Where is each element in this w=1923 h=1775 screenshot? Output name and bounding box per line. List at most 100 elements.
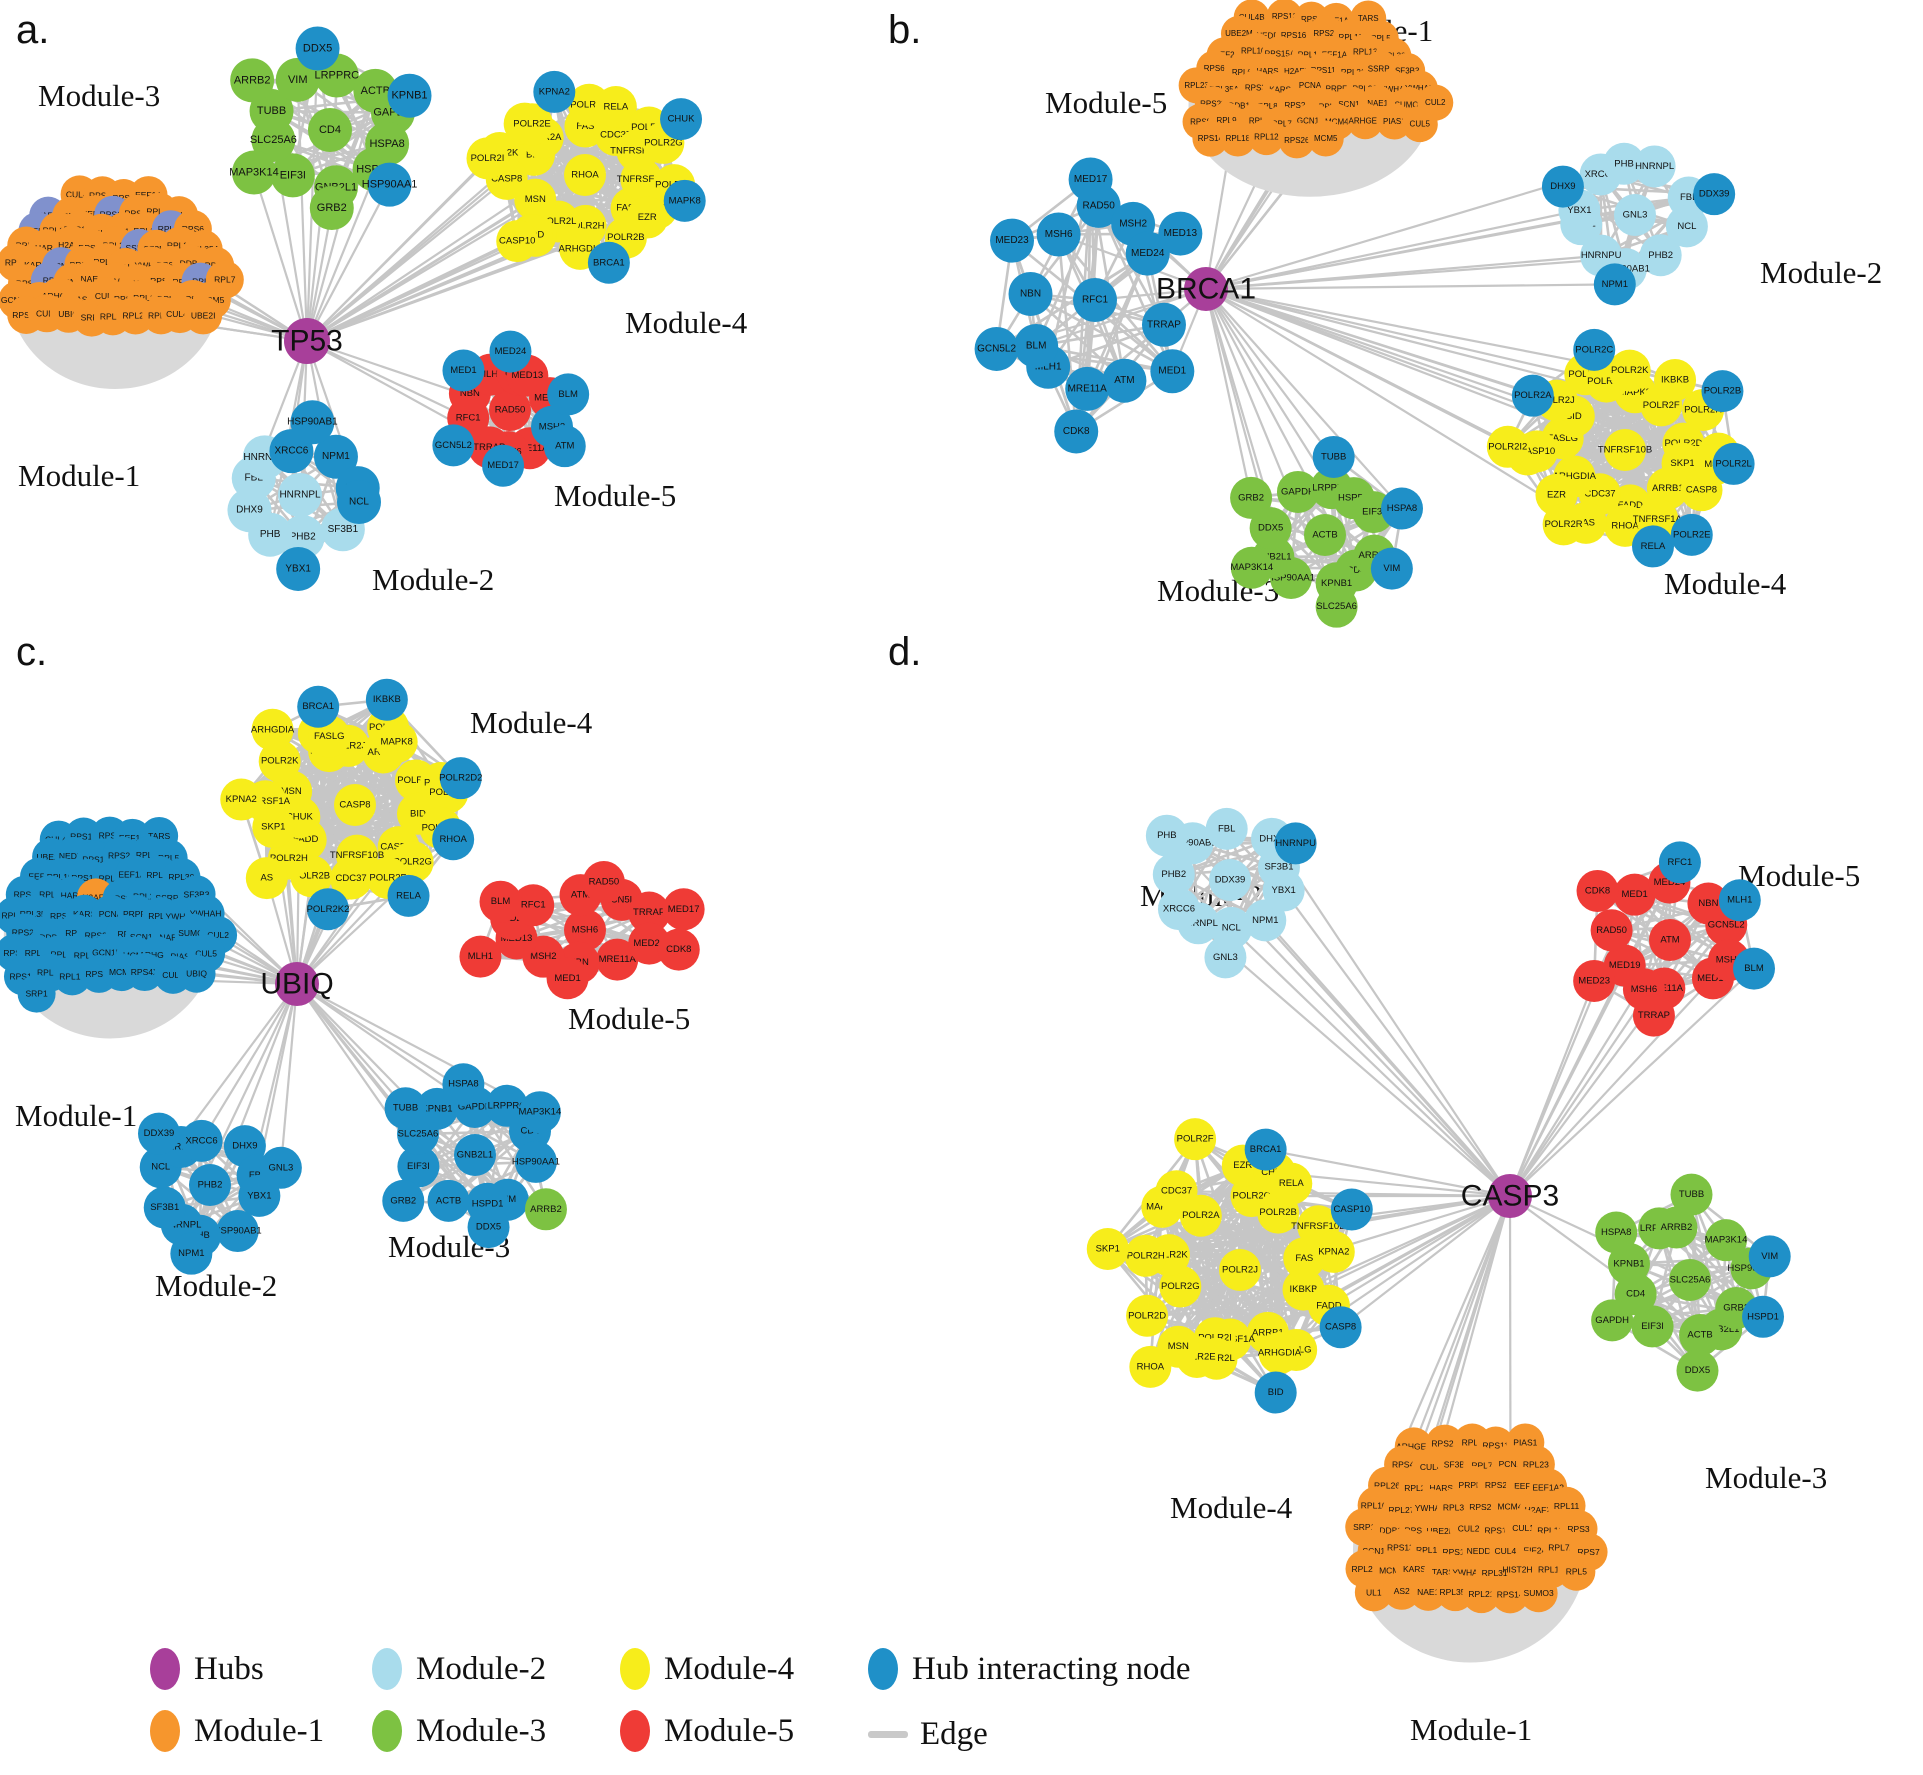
network-node[interactable]: HSPA8 [1381, 487, 1424, 530]
network-node[interactable]: MAPK8 [663, 179, 706, 222]
network-node[interactable]: POLR2I [466, 137, 509, 180]
network-node[interactable]: NCL [336, 479, 381, 524]
network-node[interactable]: TUBB [1312, 435, 1355, 478]
network-node[interactable]: HSPA8 [442, 1063, 485, 1106]
network-node[interactable]: SRP1 [17, 974, 56, 1013]
network-node[interactable]: POLR2E [1670, 513, 1713, 556]
network-node[interactable]: DDX5 [467, 1206, 510, 1249]
network-node[interactable]: RELA [1270, 1162, 1313, 1205]
network-node[interactable]: MSH6 [1036, 212, 1081, 257]
network-node[interactable]: FBL [1205, 807, 1248, 850]
network-node[interactable]: DDX5 [295, 26, 340, 71]
network-node[interactable]: BID [1254, 1371, 1297, 1414]
network-node[interactable]: CD4 [308, 108, 352, 152]
network-node[interactable]: GCN5L2 [432, 424, 475, 467]
network-node[interactable]: CDK8 [1576, 869, 1619, 912]
network-node[interactable]: MED1 [1150, 349, 1195, 394]
network-node[interactable]: DHX9 [1541, 165, 1584, 208]
network-node[interactable]: MED1 [546, 957, 589, 1000]
network-node[interactable]: CASP8 [1319, 1306, 1362, 1349]
network-node[interactable]: RHOA [432, 818, 475, 861]
network-node[interactable]: BRCA1 [587, 241, 630, 284]
network-node[interactable]: SUMO3 [1519, 1574, 1558, 1613]
network-node[interactable]: POLR2J [1219, 1249, 1261, 1291]
network-node[interactable]: RFC1 [1658, 841, 1701, 884]
network-node[interactable]: MCM5 [1307, 120, 1344, 157]
network-node[interactable]: POLR2H [1124, 1234, 1167, 1277]
hub-node[interactable]: UBIQ [260, 962, 334, 1006]
network-node[interactable]: SF3B1 [143, 1186, 186, 1229]
network-node[interactable]: GNL3 [1614, 194, 1656, 236]
network-node[interactable]: POLR2C [1573, 328, 1616, 371]
network-node[interactable]: RHOA [1129, 1345, 1172, 1388]
network-node[interactable]: NBN [1008, 271, 1053, 316]
network-node[interactable]: POLR2R [1542, 503, 1585, 546]
network-node[interactable]: RFC1 [1073, 278, 1117, 322]
network-node[interactable]: CDC37 [1155, 1170, 1198, 1213]
network-node[interactable]: TUBB [1670, 1173, 1713, 1216]
network-node[interactable]: CASP10 [1330, 1188, 1373, 1231]
network-node[interactable]: BRCA1 [1244, 1128, 1287, 1171]
network-node[interactable]: ATM [1649, 919, 1691, 961]
network-node[interactable]: YBX1 [276, 546, 321, 591]
network-node[interactable]: HNRNPU [1274, 822, 1317, 865]
network-node[interactable]: MLH1 [459, 935, 502, 978]
network-node[interactable]: CDK8 [1054, 409, 1099, 454]
network-node[interactable]: SKP1 [1086, 1227, 1129, 1270]
hub-node[interactable]: BRCA1 [1156, 267, 1256, 311]
network-node[interactable]: MED13 [1158, 211, 1203, 256]
network-node[interactable]: ACTB [427, 1179, 470, 1222]
network-node[interactable]: ATM [543, 425, 586, 468]
network-node[interactable]: KPNA2 [220, 778, 263, 821]
network-node[interactable]: VIM [1370, 547, 1413, 590]
network-node[interactable]: MED23 [990, 218, 1035, 263]
network-node[interactable]: VIM [1748, 1235, 1791, 1278]
network-node[interactable]: KPNB1 [387, 73, 432, 118]
network-node[interactable]: MED23 [1573, 959, 1616, 1002]
network-node[interactable]: SLC25A6 [1669, 1259, 1711, 1301]
network-node[interactable]: MED17 [1068, 157, 1113, 202]
network-node[interactable]: MLH1 [1718, 879, 1761, 922]
network-node[interactable]: NCL [1665, 205, 1708, 248]
network-node[interactable]: UBE2I [184, 296, 223, 335]
network-node[interactable]: MAPK8 [375, 720, 418, 763]
network-node[interactable]: BLM [1014, 323, 1059, 368]
network-node[interactable]: BRCA1 [297, 685, 340, 728]
network-node[interactable]: CDK8 [657, 928, 700, 971]
network-node[interactable]: YBX1 [1262, 869, 1305, 912]
network-node[interactable]: HSPD1 [1742, 1295, 1785, 1338]
network-node[interactable]: PHB [1145, 814, 1188, 857]
network-node[interactable]: TUBB [384, 1087, 427, 1130]
network-node[interactable]: RHOA [564, 154, 606, 196]
network-node[interactable]: POLR2B [1701, 370, 1744, 413]
network-node[interactable]: RELA [387, 874, 430, 917]
network-node[interactable]: KPNA2 [533, 70, 576, 113]
network-node[interactable]: TRRAP [1141, 302, 1186, 347]
network-node[interactable]: BLM [1732, 947, 1775, 990]
network-node[interactable]: HNRNPL [1633, 145, 1676, 188]
network-node[interactable]: POLR2D [1126, 1294, 1169, 1337]
network-node[interactable]: POLR2A [1511, 374, 1554, 417]
network-node[interactable]: ACTB [1304, 514, 1346, 556]
network-node[interactable]: MED17 [662, 888, 705, 931]
network-node[interactable]: MED24 [489, 330, 532, 373]
network-node[interactable]: CHUK [660, 98, 703, 141]
network-node[interactable]: GNB2L1 [454, 1134, 496, 1176]
network-node[interactable]: IKBKB [365, 678, 408, 721]
network-node[interactable]: HSPA8 [365, 121, 410, 166]
network-node[interactable]: MRE11A [1065, 366, 1110, 411]
network-node[interactable]: BLM [547, 373, 590, 416]
network-node[interactable]: GNL3 [259, 1146, 302, 1189]
network-node[interactable]: GRB2 [1230, 476, 1273, 519]
network-node[interactable]: RAD50 [1590, 909, 1633, 952]
network-node[interactable]: POLR2L [1712, 442, 1755, 485]
network-node[interactable]: POLR2K [1608, 349, 1651, 392]
network-node[interactable]: UBIQ [177, 954, 216, 993]
network-node[interactable]: GCN5L2 [974, 326, 1019, 371]
hub-node[interactable]: TP53 [271, 318, 343, 364]
network-node[interactable]: XRCC6 [180, 1119, 223, 1162]
hub-node[interactable]: CASP3 [1461, 1174, 1559, 1218]
network-node[interactable]: CASP8 [334, 784, 376, 826]
network-node[interactable]: POLR2K2 [307, 888, 350, 931]
network-node[interactable]: GRB2 [309, 186, 354, 231]
